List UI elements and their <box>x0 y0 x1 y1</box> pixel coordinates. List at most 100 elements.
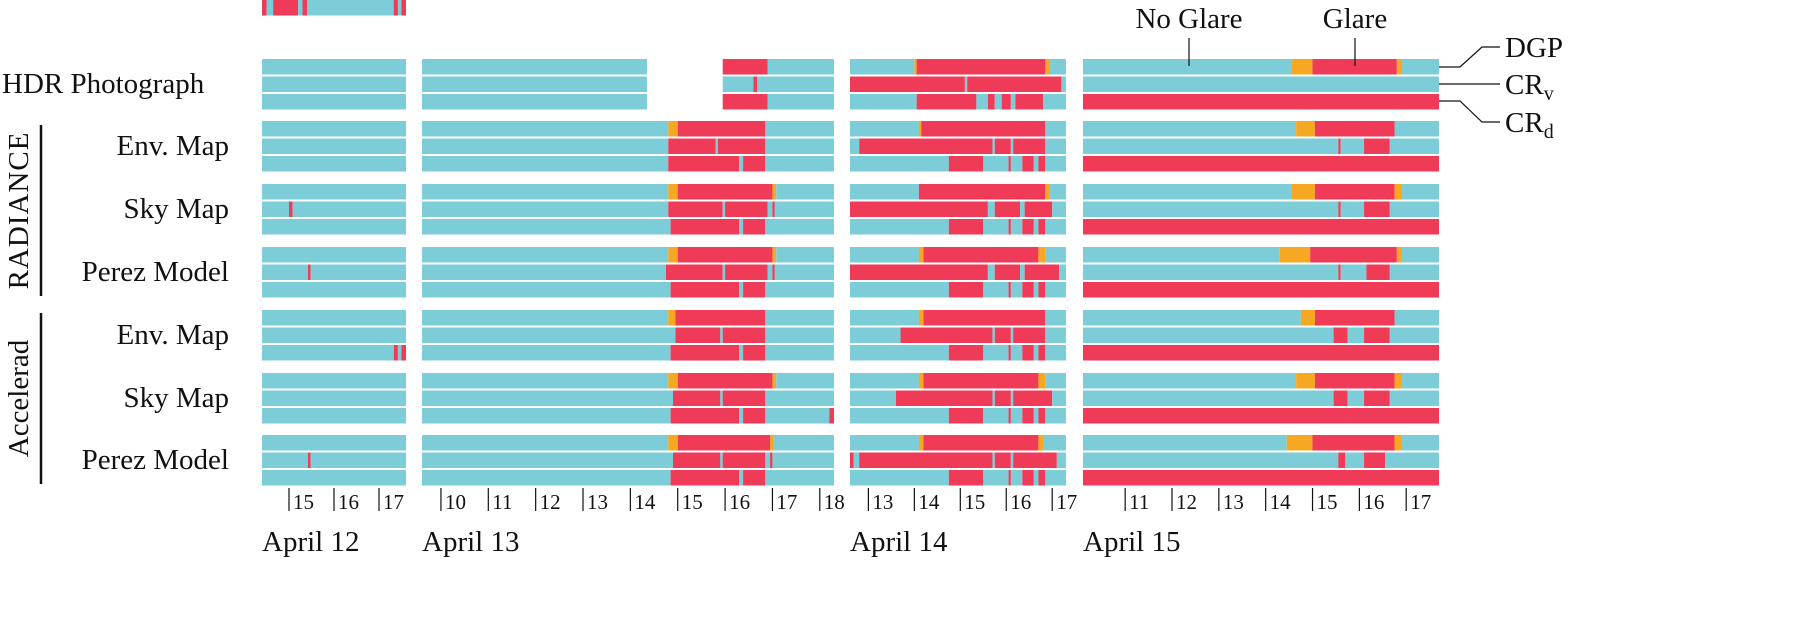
bar-segment-day3-row17-seg2 <box>895 390 993 406</box>
bar-segment-day4-row21-seg1 <box>1083 470 1439 486</box>
bar-segment-day3-row19-seg3 <box>923 435 1039 451</box>
bar-segment-day3-row5-seg1 <box>850 138 860 154</box>
bar-segment-day3-row3-seg4 <box>987 94 995 110</box>
bar-segment-day2-row14-seg3 <box>720 327 723 343</box>
bar-segment-day3-row3-seg7 <box>1010 94 1016 110</box>
bar-segment-day2-row5-seg4 <box>717 138 766 154</box>
bar-segment-day3-row16-seg2 <box>918 373 924 389</box>
bar-segment-day2-row17-seg2 <box>672 390 721 406</box>
bar-segment-day2-row12-seg1 <box>422 282 671 298</box>
bar-segment-day2-row5-seg5 <box>765 138 834 154</box>
bar-segment-day3-row4-seg2 <box>918 121 922 137</box>
bar-segment-day3-row11-seg6 <box>1059 264 1066 280</box>
bar-segment-day3-row7-seg1 <box>850 184 919 200</box>
bar-segment-day1-row17-seg1 <box>262 390 406 406</box>
bar-segment-day3-row3-seg2 <box>916 94 977 110</box>
bar-segment-day2-row20-seg6 <box>770 452 773 468</box>
bar-segment-day2-row6-seg5 <box>765 156 834 172</box>
bar-segment-day3-row20-seg5 <box>994 452 1011 468</box>
bar-segment-day2-row21-seg5 <box>765 470 834 486</box>
bar-segment-day2-row18-seg1 <box>422 408 671 424</box>
tick-label: 17 <box>776 490 797 514</box>
bar-segment-day3-row9-seg4 <box>1008 219 1011 235</box>
bar-segment-day3-row18-seg4 <box>1008 408 1011 424</box>
bar-segment-day4-row10-seg5 <box>1401 247 1439 263</box>
bar-segment-day3-row9-seg8 <box>1038 219 1046 235</box>
bar-segment-day3-row15-seg5 <box>1010 345 1023 361</box>
bar-segment-day2-row20-seg2 <box>672 452 721 468</box>
bar-segment-day2-row17-seg4 <box>722 390 766 406</box>
bar-segment-day4-row13-seg4 <box>1394 310 1439 326</box>
tick-label: 13 <box>872 490 893 514</box>
bar-segment-day2-row18-seg6 <box>829 408 834 424</box>
bar-segment-day4-row20-seg3 <box>1345 452 1365 468</box>
bar-segment-day4-row9-seg1 <box>1083 219 1439 235</box>
bar-segment-day4-row16-seg3 <box>1314 373 1395 389</box>
bar-segment-day2-row2-seg3 <box>722 76 754 92</box>
bar-segment-day3-row11-seg3 <box>994 264 1021 280</box>
bar-segment-day3-row9-seg7 <box>1033 219 1039 235</box>
bar-segment-day3-row13-seg2 <box>918 310 924 326</box>
bar-segment-day2-row10-seg1 <box>422 247 669 263</box>
bar-segment-day3-row17-seg5 <box>1010 390 1014 406</box>
bar-segment-day3-row12-seg8 <box>1038 282 1046 298</box>
bar-segment-day3-row14-seg2 <box>900 327 993 343</box>
bar-segment-day2-row19-seg4 <box>770 435 774 451</box>
bar-segment-day3-row18-seg6 <box>1022 408 1034 424</box>
tick-label: 15 <box>1317 490 1338 514</box>
bar-segment-day2-row10-seg2 <box>668 247 678 263</box>
source-label: HDR Photograph <box>2 68 205 100</box>
metric-label-subscript: d <box>1544 121 1554 143</box>
bar-segment-day3-row21-seg4 <box>1008 470 1011 486</box>
bar-segment-day2-row17-seg5 <box>765 390 834 406</box>
bar-segment-day3-row18-seg9 <box>1045 408 1066 424</box>
bar-segment-day4-row19-seg4 <box>1394 435 1402 451</box>
bar-segment-day1-row24-seg1 <box>262 0 267 16</box>
bar-segment-day1-row3-seg1 <box>262 94 406 110</box>
bar-segment-day3-row7-seg3 <box>1045 184 1050 200</box>
source-label: Sky Map <box>123 193 229 225</box>
bar-segment-day4-row14-seg3 <box>1347 327 1365 343</box>
bar-segment-day1-row15-seg4 <box>401 345 406 361</box>
bar-segment-day3-row5-seg6 <box>1013 138 1046 154</box>
bar-segment-day3-row3-seg9 <box>1043 94 1066 110</box>
bar-segment-day1-row24-seg4 <box>298 0 303 16</box>
bar-segment-day3-row6-seg9 <box>1045 156 1066 172</box>
tick-label: 17 <box>383 490 404 514</box>
bar-segment-day3-row6-seg2 <box>948 156 984 172</box>
metric-label-main: CR <box>1505 69 1544 101</box>
bar-segment-day4-row1-seg2 <box>1291 59 1313 75</box>
metric-label-subscript: v <box>1544 83 1554 105</box>
bar-segment-day2-row7-seg4 <box>772 184 777 200</box>
bar-segment-day2-row2-seg1 <box>422 76 647 92</box>
tick-label: 11 <box>492 490 512 514</box>
bar-segment-day3-row10-seg3 <box>923 247 1039 263</box>
bar-segment-day3-row6-seg6 <box>1022 156 1034 172</box>
tick-label: 18 <box>824 490 845 514</box>
bar-segment-day3-row3-seg6 <box>1001 94 1011 110</box>
bar-segment-day3-row21-seg3 <box>983 470 1009 486</box>
bar-segment-day3-row7-seg4 <box>1049 184 1066 200</box>
source-label: Env. Map <box>117 130 230 162</box>
bar-segment-day3-row6-seg4 <box>1008 156 1011 172</box>
bar-segment-day2-row2-seg4 <box>753 76 758 92</box>
bar-segment-day2-row7-seg5 <box>776 184 834 200</box>
bar-segment-day3-row15-seg7 <box>1033 345 1039 361</box>
bar-segment-day2-row4-seg1 <box>422 121 669 137</box>
tick-label: 13 <box>587 490 608 514</box>
bar-segment-day2-row2-seg5 <box>757 76 834 92</box>
bar-segment-day4-row15-seg1 <box>1083 345 1439 361</box>
bar-segment-day4-row7-seg5 <box>1401 184 1439 200</box>
bar-segment-day4-row17-seg3 <box>1347 390 1365 406</box>
bar-segment-day3-row5-seg7 <box>1045 138 1066 154</box>
bar-segment-day2-row18-seg3 <box>739 408 744 424</box>
bar-segment-day3-row5-seg2 <box>859 138 993 154</box>
bar-segment-day4-row1-seg4 <box>1396 59 1402 75</box>
bar-segment-day4-row1-seg1 <box>1083 59 1292 75</box>
bar-segment-day3-row21-seg8 <box>1038 470 1046 486</box>
bar-segment-day1-row16-seg1 <box>262 373 406 389</box>
bar-segment-day1-row11-seg2 <box>307 264 311 280</box>
bar-segment-day4-row7-seg4 <box>1394 184 1402 200</box>
